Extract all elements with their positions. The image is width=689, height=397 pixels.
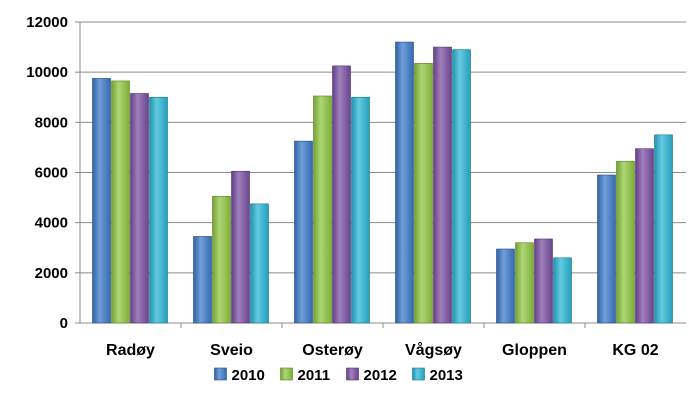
bar-osteroy-2010 xyxy=(294,140,313,324)
bar-gloppen-2013 xyxy=(553,257,572,324)
legend-swatch-2011 xyxy=(280,367,293,381)
bar-gloppen-2011 xyxy=(515,242,534,324)
y-tick-label: 10000 xyxy=(26,64,68,81)
y-tick-labels: 0 2000 4000 6000 8000 10000 12000 xyxy=(26,14,68,332)
category-labels: Radøy Sveio Osterøy Vågsøy Gloppen KG 02 xyxy=(106,341,659,359)
bar-vagsoy-2011 xyxy=(414,63,433,324)
x-tick-label-radoy: Radøy xyxy=(106,342,155,359)
bar-radoy-2013 xyxy=(149,96,168,324)
bar-kg-02-2010 xyxy=(597,174,616,324)
bar-radoy-2010 xyxy=(92,78,111,324)
bar-gloppen-2012 xyxy=(534,238,553,324)
legend-swatch-2012 xyxy=(346,367,359,381)
legend: 2010 2011 2012 2013 xyxy=(214,367,463,384)
x-tick-label-sveio: Sveio xyxy=(210,342,253,359)
bar-osteroy-2011 xyxy=(313,95,332,324)
y-tick-label: 8000 xyxy=(35,114,68,131)
legend-label-2012: 2012 xyxy=(364,367,397,384)
bar-kg-02-2012 xyxy=(635,148,654,324)
bar-vagsoy-2010 xyxy=(395,41,414,324)
bar-kg-02-2011 xyxy=(616,160,635,324)
x-tick-label-kg-02: KG 02 xyxy=(612,342,658,359)
x-tick-label-vagsoy: Vågsøy xyxy=(405,341,462,359)
y-tick-label: 6000 xyxy=(35,165,68,182)
legend-label-2010: 2010 xyxy=(232,367,265,384)
legend-swatch-2010 xyxy=(214,367,227,381)
y-tick-label: 12000 xyxy=(26,14,68,31)
bar-osteroy-2013 xyxy=(351,96,370,324)
legend-label-2013: 2013 xyxy=(430,367,463,384)
bar-sveio-2013 xyxy=(250,203,269,324)
legend-label-2011: 2011 xyxy=(298,367,331,384)
y-tick-label: 0 xyxy=(60,315,68,332)
gridlines xyxy=(75,21,686,324)
bar-radoy-2012 xyxy=(130,93,149,324)
bar-radoy-2011 xyxy=(111,80,130,324)
bar-sveio-2010 xyxy=(193,236,212,324)
bar-gloppen-2010 xyxy=(496,248,515,324)
y-tick-label: 4000 xyxy=(35,215,68,232)
x-tick-label-osteroy: Osterøy xyxy=(302,342,363,359)
bar-osteroy-2012 xyxy=(332,65,351,324)
bar-sveio-2011 xyxy=(212,196,231,324)
bar-vagsoy-2013 xyxy=(452,49,471,324)
y-tick-label: 2000 xyxy=(35,265,68,282)
legend-swatch-2013 xyxy=(412,367,425,381)
bars xyxy=(92,41,673,324)
bar-kg-02-2013 xyxy=(654,134,673,324)
x-tick-label-gloppen: Gloppen xyxy=(502,342,567,359)
axes xyxy=(79,22,686,328)
bar-vagsoy-2012 xyxy=(433,46,452,324)
bar-sveio-2012 xyxy=(231,170,250,324)
